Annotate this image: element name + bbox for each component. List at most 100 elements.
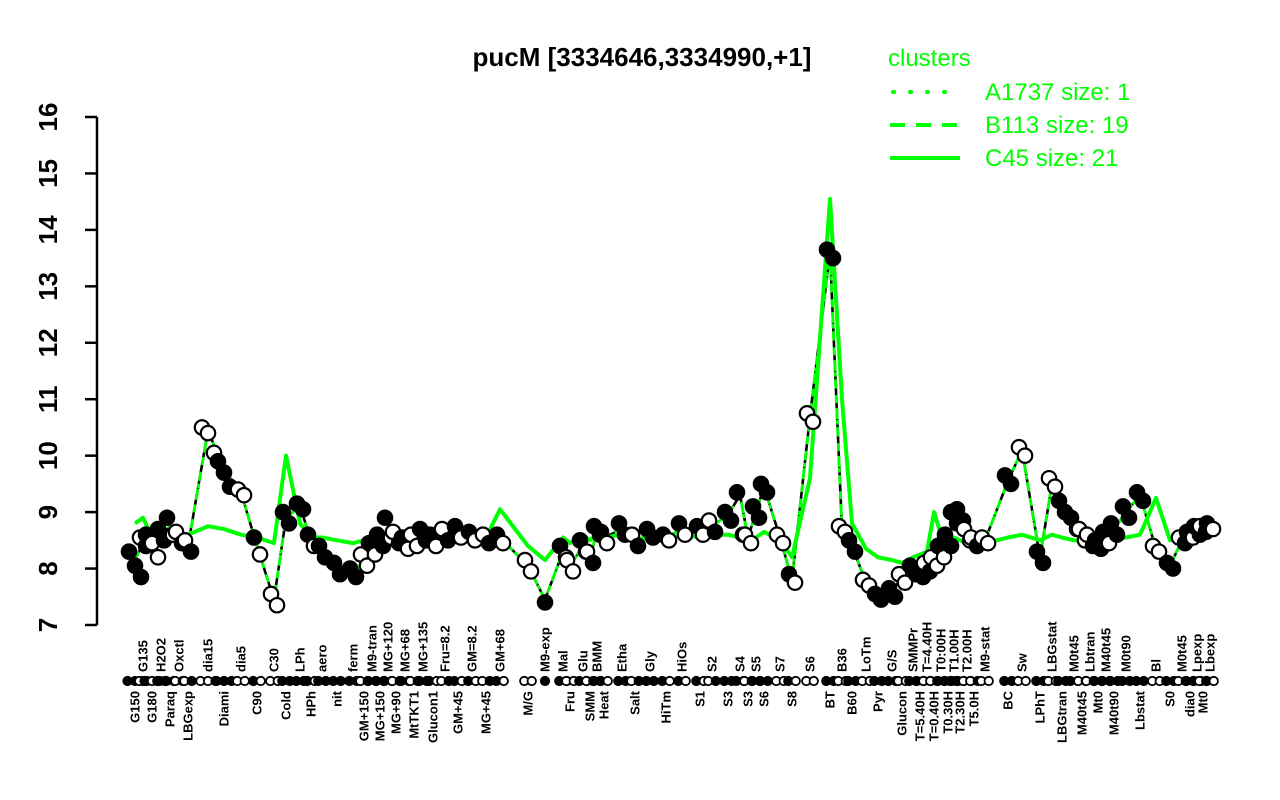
condition-label: C30: [267, 648, 282, 672]
legend: clusters A1737 size: 1 B113 size: 19 C45…: [888, 45, 1130, 172]
open-expression-point: [660, 532, 678, 549]
filled-expression-point: [758, 484, 776, 501]
condition-label: LBGexp: [181, 691, 196, 741]
filled-expression-point: [824, 249, 842, 267]
legend-label-b113: B113 size: 19: [985, 112, 1129, 139]
condition-label: S7: [773, 656, 788, 672]
array-dot: [526, 675, 537, 687]
condition-label: LoTm: [859, 637, 874, 672]
condition-label: MG+90: [389, 691, 404, 734]
filled-expression-point: [750, 509, 768, 527]
condition-label: Salt: [628, 690, 643, 715]
filled-expression-point: [245, 529, 263, 546]
open-expression-point: [268, 596, 286, 614]
condition-label: HiOs: [675, 642, 690, 672]
condition-label: BMM: [590, 641, 605, 672]
condition-label: LBGtran: [1055, 691, 1070, 743]
array-dot: [680, 675, 691, 687]
open-expression-point: [979, 534, 997, 552]
open-expression-point: [1150, 543, 1168, 560]
condition-label: T=0.40H: [927, 691, 942, 741]
y-tick-label: 9: [33, 505, 63, 519]
condition-label: M0t45: [1067, 635, 1082, 672]
condition-label: dia0: [1183, 691, 1198, 717]
condition-label: M9-stat: [978, 626, 993, 672]
expression-points: [120, 241, 1222, 614]
open-expression-point: [564, 563, 582, 580]
filled-expression-point: [722, 512, 740, 529]
condition-label: G180: [145, 691, 160, 723]
y-tick-label: 14: [33, 215, 63, 244]
condition-label: G/S: [885, 649, 900, 672]
open-expression-point: [358, 557, 376, 575]
condition-label: dia15: [201, 639, 216, 672]
array-dot-row: [122, 675, 1219, 687]
filled-expression-point: [376, 509, 394, 527]
filled-expression-point: [182, 543, 200, 560]
filled-expression-point: [347, 568, 365, 586]
condition-label: Pyr: [871, 691, 886, 712]
filled-expression-point: [706, 523, 724, 541]
condition-label: Fru: [563, 691, 578, 712]
condition-label: S0: [1163, 691, 1178, 707]
filled-expression-point: [728, 484, 746, 501]
condition-label: Etha: [615, 643, 630, 672]
open-expression-point: [1204, 520, 1222, 538]
condition-label: M9-tran: [365, 625, 380, 672]
condition-label: LBGstat: [1045, 621, 1060, 672]
condition-label: M/G: [521, 691, 536, 716]
array-dot: [239, 675, 250, 687]
filled-expression-point: [886, 588, 904, 606]
y-tick-label: 7: [33, 618, 63, 632]
array-dot: [648, 675, 659, 687]
y-tick-label: 8: [33, 561, 63, 575]
filled-expression-point: [1108, 526, 1126, 543]
condition-label: MG+68: [398, 629, 413, 672]
open-expression-point: [786, 574, 804, 591]
condition-label: Bl: [1149, 659, 1164, 672]
condition-label: Oxctl: [172, 639, 187, 672]
filled-expression-point: [132, 568, 150, 586]
condition-label: GM=8.2: [465, 625, 480, 672]
condition-label: Diami: [217, 691, 232, 726]
condition-label: T=4.40H: [920, 622, 935, 672]
condition-label: Mt0: [1091, 691, 1106, 713]
condition-label: S5: [749, 656, 764, 672]
y-tick-label: 13: [33, 272, 63, 301]
condition-label: GM+68: [493, 629, 508, 672]
condition-label: M40t45: [1075, 691, 1090, 735]
y-axis: 7 8 9 10 11 12 13 14 15 16: [33, 103, 99, 632]
condition-label: aero: [315, 644, 330, 672]
condition-label: Lbstat: [1133, 690, 1148, 730]
array-dot: [983, 675, 994, 687]
condition-label: Glucon1: [426, 691, 441, 743]
open-expression-point: [804, 413, 822, 431]
condition-label: Glucon: [895, 691, 910, 736]
condition-label: Lbexp: [1203, 634, 1218, 672]
filled-expression-point: [1120, 509, 1138, 527]
condition-label: M9-exp: [538, 627, 553, 672]
condition-label: T5.0H: [967, 691, 982, 726]
condition-label: T0:00H: [934, 629, 949, 672]
filled-expression-point: [120, 543, 138, 560]
condition-label: GM+45: [451, 691, 466, 734]
y-tick-label: 11: [33, 385, 63, 413]
y-tick-label: 16: [33, 103, 63, 132]
array-dot: [1020, 675, 1031, 687]
condition-label: G135: [136, 640, 151, 672]
condition-label: nit: [330, 690, 345, 707]
legend-label-c45: C45 size: 21: [985, 145, 1118, 172]
condition-label: B36: [835, 648, 850, 672]
open-expression-point: [149, 548, 167, 566]
condition-label: S6: [803, 656, 818, 672]
condition-label: MG+135: [416, 622, 431, 672]
condition-label: B60: [845, 691, 860, 715]
array-dot: [1208, 675, 1219, 687]
open-expression-point: [494, 534, 512, 552]
open-expression-point: [251, 546, 269, 563]
array-dot: [186, 675, 197, 687]
open-expression-point: [1046, 478, 1064, 496]
array-dot: [790, 675, 801, 687]
open-expression-point: [235, 486, 253, 504]
